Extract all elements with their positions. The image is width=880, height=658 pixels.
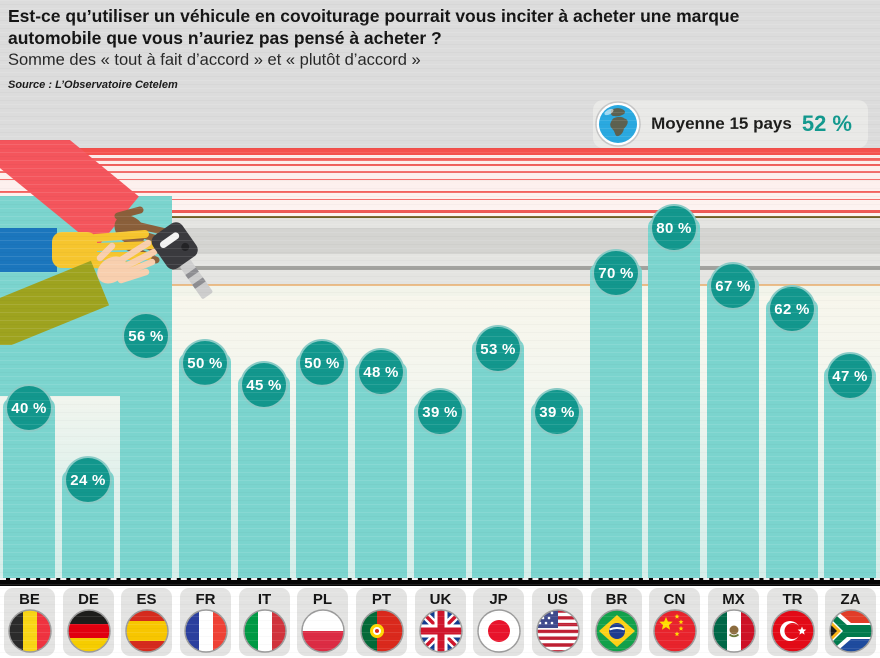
value-bubble-CN: 80 % [650, 204, 698, 252]
red-sleeve-arm [0, 140, 139, 248]
average-value: 52 % [801, 111, 852, 136]
country-code-label: MX [722, 591, 745, 608]
flag-BR-icon [594, 609, 639, 653]
value-bubble-PT: 48 % [357, 348, 405, 396]
country-code-label: BR [605, 591, 628, 608]
flag-JP-icon [476, 609, 521, 653]
value-bubble-ES: 56 % [122, 312, 170, 360]
country-code-label: JP [489, 591, 508, 608]
value-bubble-PL: 50 % [298, 339, 346, 387]
country-CN: CN [649, 588, 700, 656]
flag-PL-icon [300, 609, 345, 653]
value-bubble-FR: 50 % [181, 339, 229, 387]
light-hand [96, 239, 158, 284]
country-code-label: US [547, 591, 568, 608]
flag-TR-icon [770, 609, 815, 653]
value-bubble-MX: 67 % [709, 262, 757, 310]
country-FR: FR [180, 588, 231, 656]
country-IT: IT [239, 588, 290, 656]
bar-CN [648, 218, 700, 578]
value-bubble-IT: 45 % [240, 361, 288, 409]
bar-FR [179, 353, 231, 578]
flag-MX-icon [711, 609, 756, 653]
country-code-label: ZA [840, 591, 861, 608]
blue-sleeve-arm [0, 228, 57, 272]
country-UK: UK [415, 588, 466, 656]
country-code-label: PT [371, 591, 392, 608]
page-title: Est-ce qu’utiliser un véhicule en covoit… [8, 6, 740, 48]
country-code-label: PL [312, 591, 333, 608]
flag-CN-icon [652, 609, 697, 653]
country-US: US [532, 588, 583, 656]
country-BR: BR [591, 588, 642, 656]
country-JP: JP [473, 588, 524, 656]
bar-PL [296, 353, 348, 578]
car-key-icon [151, 222, 213, 299]
country-code-label: FR [195, 591, 216, 608]
country-BE: BE [4, 588, 55, 656]
hands-car-key-illustration [0, 140, 213, 345]
country-code-label: CN [663, 591, 686, 608]
country-code-label: TR [782, 591, 803, 608]
average-badge: Moyenne 15 pays 52 % [593, 100, 868, 148]
flag-UK-icon [418, 609, 463, 653]
bar-TR [766, 299, 818, 578]
value-bubble-DE: 24 % [64, 456, 112, 504]
header: Est-ce qu’utiliser un véhicule en covoit… [0, 0, 880, 148]
country-ES: ES [121, 588, 172, 656]
country-code-label: DE [78, 591, 99, 608]
country-code-label: BE [19, 591, 40, 608]
country-DE: DE [63, 588, 114, 656]
bar-ZA [824, 366, 876, 578]
country-code-label: IT [257, 591, 272, 608]
bar-JP [472, 339, 524, 578]
olive-sleeve-arm [0, 260, 110, 345]
flag-US-icon [535, 609, 580, 653]
chart-subtitle: Somme des « tout à fait d’accord » et « … [8, 51, 421, 69]
flag-FR-icon [183, 609, 228, 653]
bar-ES [120, 326, 172, 578]
country-code-label: ES [136, 591, 157, 608]
value-bubble-US: 39 % [533, 388, 581, 436]
chart-baseline [0, 578, 880, 586]
value-bubble-BR: 70 % [592, 249, 640, 297]
bar-MX [707, 276, 759, 578]
flag-DE-icon [66, 609, 111, 653]
flag-ES-icon [124, 609, 169, 653]
globe-icon [595, 101, 641, 147]
country-MX: MX [708, 588, 759, 656]
value-bubble-UK: 39 % [416, 388, 464, 436]
source-credit: Source : L’Observatoire Cetelem [8, 79, 178, 91]
flag-IT-icon [242, 609, 287, 653]
value-bubble-BE: 40 % [5, 384, 53, 432]
flag-ZA-icon [828, 609, 873, 653]
country-PT: PT [356, 588, 407, 656]
bar-PT [355, 362, 407, 578]
average-label: Moyenne 15 pays [651, 114, 792, 133]
flag-BE-icon [7, 609, 52, 653]
value-bubble-JP: 53 % [474, 325, 522, 373]
flag-PT-icon [359, 609, 404, 653]
country-ZA: ZA [825, 588, 876, 656]
country-PL: PL [297, 588, 348, 656]
value-bubble-ZA: 47 % [826, 352, 874, 400]
country-code-label: UK [429, 591, 452, 608]
country-TR: TR [767, 588, 818, 656]
bar-BR [590, 263, 642, 578]
value-bubble-TR: 62 % [768, 285, 816, 333]
